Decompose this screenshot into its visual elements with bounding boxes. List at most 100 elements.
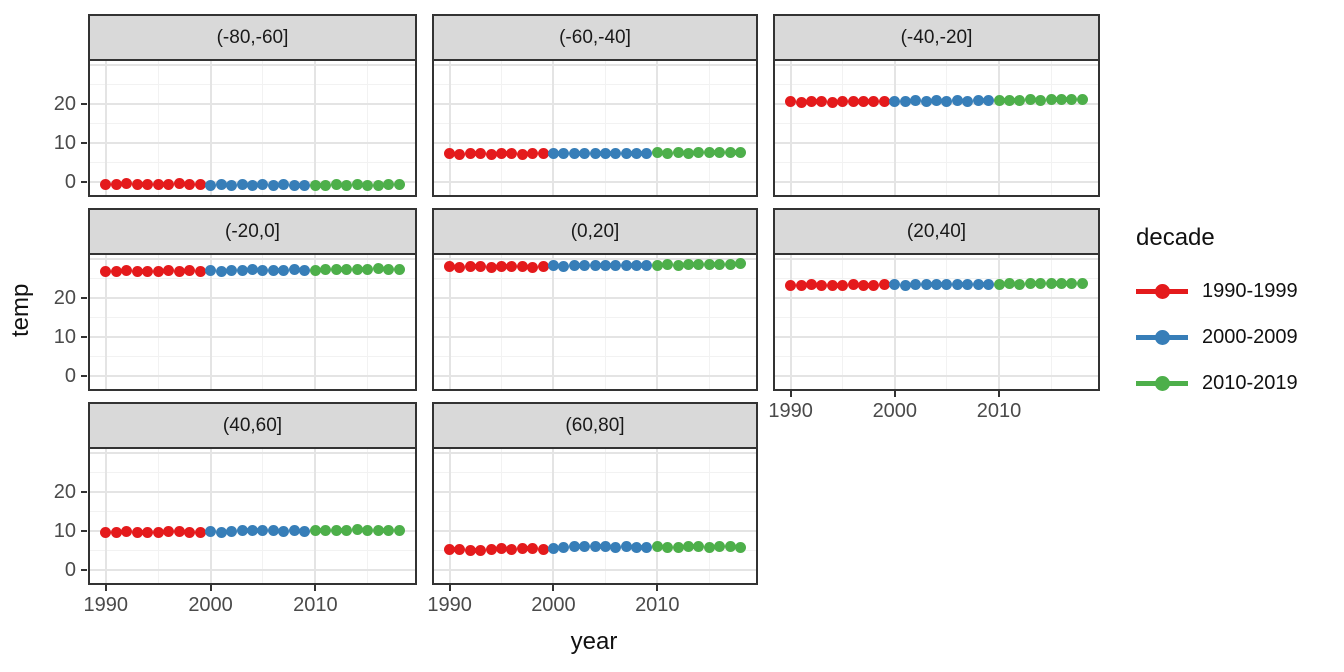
gridline-minor-y <box>775 122 1098 124</box>
gridline-major-y <box>775 141 1098 144</box>
gridline-major-y <box>775 375 1098 378</box>
data-point <box>889 95 901 107</box>
data-point <box>858 95 870 107</box>
gridline-major-x <box>448 449 451 583</box>
data-point <box>599 541 611 553</box>
data-point <box>826 280 838 292</box>
gridline-minor-y <box>90 549 415 551</box>
data-point <box>351 179 363 191</box>
x-tick-label: 2000 <box>188 594 233 616</box>
gridline-minor-x <box>604 255 606 389</box>
data-point <box>610 259 622 271</box>
data-point <box>785 279 797 291</box>
gridline-major-x <box>314 61 317 195</box>
data-point <box>320 264 332 276</box>
data-point <box>247 524 258 536</box>
data-point <box>962 279 974 291</box>
gridline-major-y <box>434 257 756 260</box>
data-point <box>1024 278 1036 290</box>
data-point <box>236 179 248 191</box>
data-point <box>651 541 663 553</box>
data-point <box>299 525 311 537</box>
legend-key <box>1136 325 1188 349</box>
gridline-minor-x <box>946 255 948 389</box>
gridline-minor-y <box>90 122 415 124</box>
x-tick-label: 1990 <box>768 400 813 422</box>
data-point <box>444 261 456 273</box>
data-point <box>724 258 736 270</box>
gridline-minor-y <box>90 316 415 318</box>
data-point <box>1014 278 1026 290</box>
data-point <box>1056 93 1068 105</box>
gridline-major-x <box>789 61 792 195</box>
data-point <box>288 264 300 276</box>
data-point <box>537 261 549 273</box>
gridline-minor-x <box>842 255 844 389</box>
data-point <box>341 524 353 536</box>
y-tick-label: 20 <box>53 480 76 503</box>
data-point <box>131 178 143 190</box>
gridline-major-x <box>104 449 107 583</box>
data-point <box>568 260 580 272</box>
gridline-minor-y <box>775 277 1098 279</box>
facet-strip: (-80,-60] <box>88 14 417 59</box>
data-point <box>889 279 901 291</box>
data-point <box>205 179 217 191</box>
data-point <box>496 148 508 160</box>
data-point <box>920 95 932 107</box>
data-point <box>131 526 143 538</box>
y-tick-mark <box>81 335 87 338</box>
facet-panel <box>773 59 1100 197</box>
data-point <box>320 180 332 192</box>
data-point <box>454 261 466 273</box>
gridline-minor-y <box>434 277 756 279</box>
data-point <box>868 280 880 292</box>
data-point <box>372 179 384 191</box>
gridline-major-x <box>656 61 659 195</box>
data-point <box>631 260 643 272</box>
facet-strip-label: (20,40] <box>906 220 967 242</box>
facet-panel <box>88 253 417 391</box>
gridline-major-y <box>775 63 1098 66</box>
data-point <box>152 526 164 538</box>
data-point <box>299 264 311 276</box>
y-tick-mark <box>81 529 87 532</box>
data-point <box>931 278 942 290</box>
facet-strip-label: (40,60] <box>222 414 283 436</box>
data-point <box>309 264 321 276</box>
data-point <box>962 95 974 107</box>
data-point <box>330 525 342 537</box>
gridline-minor-y <box>775 316 1098 318</box>
data-point <box>795 96 807 108</box>
data-point <box>568 147 580 159</box>
data-point <box>1003 278 1015 290</box>
legend-key-dot-icon <box>1154 283 1170 299</box>
data-point <box>631 147 643 159</box>
data-point <box>142 178 154 190</box>
data-point <box>226 525 238 537</box>
y-tick-label: 0 <box>64 365 76 388</box>
data-point <box>527 148 539 160</box>
gridline-minor-x <box>708 255 710 389</box>
data-point <box>163 265 175 277</box>
data-point <box>547 260 559 272</box>
data-point <box>1066 278 1078 290</box>
x-tick-mark <box>998 391 1001 397</box>
data-point <box>247 179 258 191</box>
gridline-major-y <box>90 451 415 454</box>
gridline-major-x <box>656 255 659 389</box>
facet-strip: (60,80] <box>432 402 758 447</box>
data-point <box>121 526 133 538</box>
gridline-minor-y <box>90 471 415 473</box>
data-point <box>547 543 559 555</box>
data-point <box>589 541 601 553</box>
data-point <box>682 258 694 270</box>
gridline-minor-y <box>90 510 415 512</box>
legend: decade 1990-1999 2000-2009 2010-2019 <box>1136 224 1341 406</box>
gridline-minor-y <box>90 83 415 85</box>
data-point <box>288 525 300 537</box>
data-point <box>899 279 911 291</box>
data-point <box>121 178 133 190</box>
data-point <box>330 179 342 191</box>
